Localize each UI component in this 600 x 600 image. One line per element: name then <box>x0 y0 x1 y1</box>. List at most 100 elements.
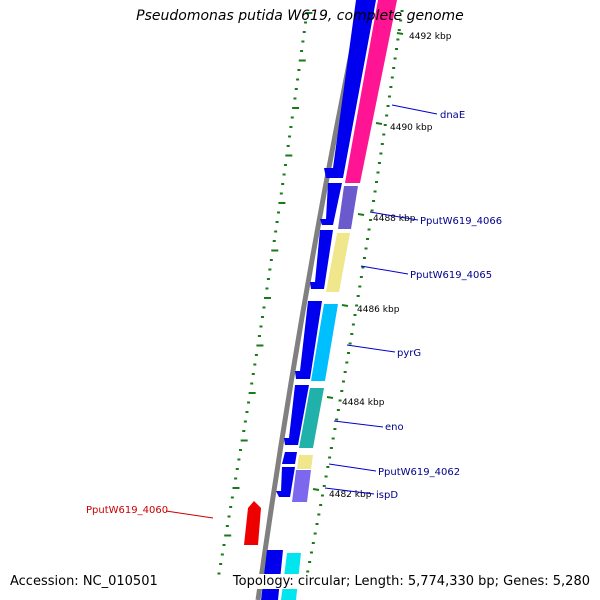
ruler-tick <box>315 523 319 525</box>
ruler-tick <box>283 164 287 166</box>
ruler-tick <box>271 249 279 252</box>
gene-label-eno[interactable]: eno <box>385 422 404 433</box>
ruler-tick <box>324 475 328 478</box>
ruler-tick <box>320 494 324 497</box>
ruler-label-4482: 4482 kbp <box>329 490 372 500</box>
ruler-tick <box>377 162 381 164</box>
ruler-tick <box>260 316 264 318</box>
ruler-tick <box>239 449 243 451</box>
ruler-tick <box>234 477 238 480</box>
ruler-label-4492: 4492 kbp <box>409 32 452 42</box>
gene-label-PputW619_4065[interactable]: PputW619_4065 <box>410 270 492 281</box>
gene-4062-category[interactable] <box>297 455 313 469</box>
ruler-tick <box>394 48 398 50</box>
gene-arrow-dnaE-forward[interactable] <box>324 0 376 178</box>
ruler-tick <box>230 496 234 499</box>
gene-arrow-4062-forward[interactable] <box>282 452 297 464</box>
ruler-label-4488: 4488 kbp <box>373 214 416 224</box>
ruler-tick <box>274 230 278 233</box>
ruler-tick <box>353 314 357 316</box>
ruler-tick <box>300 50 304 52</box>
gene-label-PputW619_4066[interactable]: PputW619_4066 <box>420 216 502 227</box>
ruler-tick <box>376 171 380 174</box>
ruler-tick <box>217 572 221 575</box>
ruler-tick <box>296 78 300 81</box>
ruler-tick <box>297 69 301 71</box>
gene-dnaE-category[interactable] <box>345 0 397 183</box>
ruler-tick <box>292 107 300 109</box>
ruler-tick <box>351 323 355 326</box>
ruler-tick <box>375 181 379 183</box>
ruler-tick <box>269 259 273 261</box>
ruler-tick <box>362 257 366 259</box>
ruler-tick <box>224 534 232 537</box>
ruler-tick <box>361 266 365 269</box>
ruler-tick <box>222 544 226 546</box>
ruler-tick <box>306 570 310 573</box>
ruler-tick <box>232 487 240 489</box>
ruler-tick <box>256 344 264 347</box>
ruler-label-4490: 4490 kbp <box>390 123 433 133</box>
ruler-tick <box>329 447 333 449</box>
gene-arrow-4066-forward[interactable] <box>320 183 342 225</box>
ruler-tick <box>265 287 269 290</box>
ruler-tick <box>309 551 313 554</box>
ruler-tick <box>237 458 241 461</box>
gene-label-dnaE[interactable]: dnaE <box>440 110 465 121</box>
ruler-tick <box>259 325 263 328</box>
ruler-tick <box>262 306 266 309</box>
category-genes <box>281 0 397 600</box>
gene-label-PputW619_4060[interactable]: PputW619_4060 <box>86 505 168 516</box>
gene-arrow-eno-forward[interactable] <box>284 385 309 445</box>
ruler-tick <box>389 86 393 88</box>
gene-label-pyrG[interactable]: pyrG <box>397 348 421 359</box>
ruler-tick <box>311 542 315 544</box>
ruler-tick <box>248 392 256 394</box>
gene-arrow-pyrG-forward[interactable] <box>295 301 322 379</box>
gene-labels: dnaE PputW619_4066 PputW619_4065 pyrG en… <box>86 110 502 516</box>
ruler-tick <box>397 29 401 31</box>
ruler-tick <box>290 116 294 119</box>
ruler-tick <box>304 21 308 24</box>
ruler-label-4486: 4486 kbp <box>357 305 400 315</box>
ruler-tick <box>227 515 231 518</box>
gene-arrow-ispD-forward[interactable] <box>276 467 295 497</box>
ruler-tick <box>302 31 306 33</box>
gene-ispD-category[interactable] <box>292 470 311 502</box>
ruler-tick <box>278 202 286 204</box>
ruler-tick <box>298 59 306 62</box>
ruler-tick <box>343 371 347 373</box>
ruler-tick <box>276 211 280 214</box>
ruler-tick <box>350 333 354 335</box>
ruler-tick <box>358 285 362 288</box>
ruler-tick <box>319 504 323 506</box>
ruler-tick <box>225 525 229 527</box>
ruler-tick <box>335 418 339 421</box>
ruler-tick <box>240 439 248 442</box>
ruler-tick <box>333 428 337 430</box>
gene-pyrG-category[interactable] <box>311 304 338 381</box>
ruler-tick <box>366 238 370 240</box>
ruler-tick <box>348 342 352 345</box>
ruler-tick <box>275 221 279 223</box>
gene-label-PputW619_4062[interactable]: PputW619_4062 <box>378 467 460 478</box>
ruler-tick <box>282 173 286 176</box>
gene-4065-category[interactable] <box>326 233 350 292</box>
gene-eno-category[interactable] <box>299 388 324 448</box>
ruler-tick <box>387 95 391 98</box>
ruler-tick <box>359 276 363 278</box>
ruler-tick <box>257 335 261 337</box>
outer-dotted-ruler <box>217 12 313 575</box>
gene-label-ispD[interactable]: ispD <box>376 490 398 501</box>
ruler-tick <box>266 278 270 280</box>
gene-arrow-4060-reverse[interactable] <box>244 501 261 545</box>
forward-strand-genes <box>261 0 376 600</box>
ruler-tick <box>380 143 384 145</box>
gene-4066-category[interactable] <box>338 186 358 229</box>
ruler-tick <box>235 468 239 470</box>
gene-arrow-4065-forward[interactable] <box>310 230 333 289</box>
ruler-tick <box>288 135 292 138</box>
ruler-tick <box>251 373 255 375</box>
ruler-tick <box>263 297 271 299</box>
